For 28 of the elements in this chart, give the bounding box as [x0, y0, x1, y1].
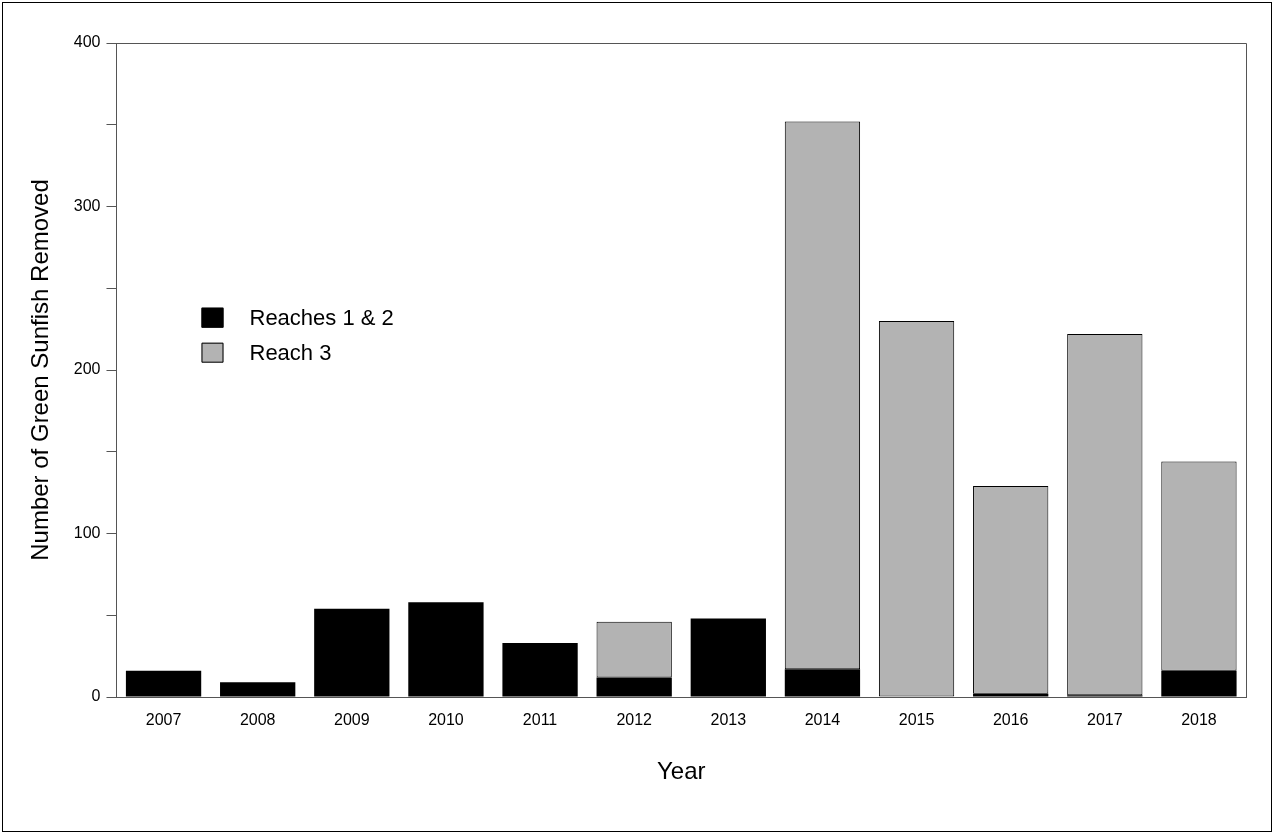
y-tick-label: 200 [73, 360, 101, 378]
x-tick-label: 2012 [616, 711, 653, 729]
x-tick-label: 2013 [710, 711, 747, 729]
legend-label: Reaches 1 & 2 [249, 304, 394, 330]
y-tick-label: 400 [73, 33, 101, 51]
bar [1161, 670, 1237, 697]
x-tick-label: 2014 [804, 711, 841, 729]
bar [314, 608, 390, 697]
bar [502, 643, 578, 697]
x-tick-label: 2009 [334, 711, 370, 729]
y-axis-title: Number of Green Sunfish Removed [26, 179, 54, 561]
x-tick-label: 2007 [145, 711, 182, 729]
x-tick-label: 2011 [522, 711, 558, 729]
x-axis-title: Year [657, 757, 706, 785]
x-tick-label: 2018 [1181, 711, 1217, 729]
y-tick-label: 100 [73, 523, 101, 541]
x-tick-label: 2015 [898, 711, 935, 729]
x-tick-label: 2008 [239, 711, 276, 729]
y-tick-label: 0 [91, 687, 101, 705]
x-tick-label: 2010 [428, 711, 464, 729]
bar [408, 602, 484, 697]
legend-label: Reach 3 [249, 339, 332, 365]
x-tick-label: 2017 [1087, 711, 1123, 729]
bar [220, 682, 296, 697]
bar [125, 670, 202, 697]
bar [690, 618, 766, 697]
x-tick-label: 2016 [992, 711, 1029, 729]
y-tick-label: 300 [73, 196, 101, 214]
